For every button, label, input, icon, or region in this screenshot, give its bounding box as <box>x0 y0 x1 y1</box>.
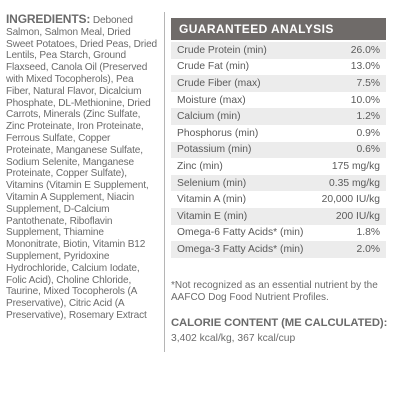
ingredients-text: Deboned Salmon, Salmon Meal, Dried Sweet… <box>6 15 158 321</box>
analysis-label: Vitamin A (min) <box>177 194 247 206</box>
analysis-row: Crude Fat (min) 13.0% <box>171 59 386 76</box>
analysis-row: Calcium (min) 1.2% <box>171 108 386 125</box>
analysis-row: Vitamin A (min) 20,000 IU/kg <box>171 191 386 208</box>
analysis-label: Potassium (min) <box>177 144 252 156</box>
analysis-value: 26.0% <box>350 44 380 56</box>
analysis-row: Omega-6 Fatty Acids* (min) 1.8% <box>171 225 386 242</box>
analysis-label: Zinc (min) <box>177 160 223 172</box>
analysis-label: Vitamin E (min) <box>177 210 248 222</box>
analysis-value: 7.5% <box>356 77 380 89</box>
analysis-value: 13.0% <box>350 61 380 73</box>
analysis-label: Phosphorus (min) <box>177 127 259 139</box>
analysis-label: Crude Fat (min) <box>177 61 250 73</box>
analysis-row: Zinc (min) 175 mg/kg <box>171 158 386 175</box>
calorie-content-value: 3,402 kcal/kg, 367 kcal/cup <box>171 333 296 344</box>
aafco-footnote: *Not recognized as an essential nutrient… <box>171 280 378 303</box>
calorie-content-title: CALORIE CONTENT (ME CALCULATED): <box>171 317 388 329</box>
ingredients-block: INGREDIENTS: Deboned Salmon, Salmon Meal… <box>6 12 158 322</box>
analysis-label: Selenium (min) <box>177 177 247 189</box>
analysis-row: Vitamin E (min) 200 IU/kg <box>171 207 386 225</box>
analysis-value: 0.9% <box>356 127 380 139</box>
column-divider <box>164 12 165 352</box>
analysis-row: Selenium (min) 0.35 mg/kg <box>171 174 386 192</box>
analysis-value: 10.0% <box>350 94 380 106</box>
analysis-value: 1.8% <box>356 227 380 239</box>
analysis-label: Moisture (max) <box>177 94 246 106</box>
analysis-label: Omega-6 Fatty Acids* (min) <box>177 227 304 239</box>
analysis-value: 0.6% <box>356 144 380 156</box>
analysis-label: Crude Fiber (max) <box>177 77 261 89</box>
analysis-row: Crude Protein (min) 26.0% <box>171 42 386 59</box>
analysis-value: 20,000 IU/kg <box>321 194 380 206</box>
analysis-value: 200 IU/kg <box>335 210 380 222</box>
analysis-row: Potassium (min) 0.6% <box>171 141 386 159</box>
analysis-row: Moisture (max) 10.0% <box>171 92 386 109</box>
analysis-value: 0.35 mg/kg <box>329 177 380 189</box>
analysis-value: 175 mg/kg <box>331 160 380 172</box>
guaranteed-analysis-header: GUARANTEED ANALYSIS <box>171 18 386 40</box>
analysis-row: Phosphorus (min) 0.9% <box>171 125 386 142</box>
guaranteed-analysis-table: Crude Protein (min) 26.0% Crude Fat (min… <box>171 42 386 258</box>
analysis-label: Crude Protein (min) <box>177 44 267 56</box>
analysis-value: 2.0% <box>356 243 380 255</box>
analysis-row: Crude Fiber (max) 7.5% <box>171 75 386 92</box>
analysis-row: Omega-3 Fatty Acids* (min) 2.0% <box>171 241 386 258</box>
analysis-label: Omega-3 Fatty Acids* (min) <box>177 243 304 255</box>
analysis-label: Calcium (min) <box>177 111 241 123</box>
analysis-value: 1.2% <box>356 111 380 123</box>
ingredients-title: INGREDIENTS: <box>6 12 91 26</box>
